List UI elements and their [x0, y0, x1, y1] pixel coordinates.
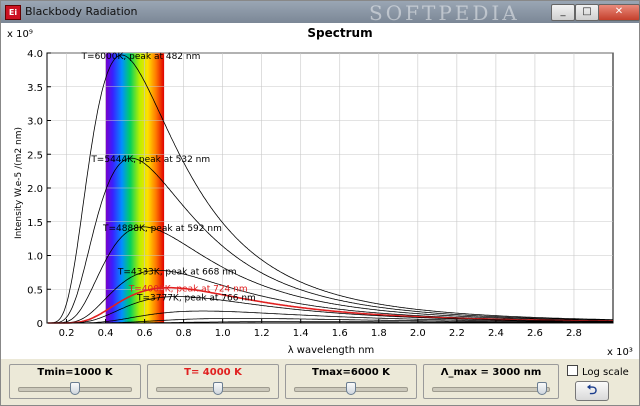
chart-title: Spectrum: [307, 26, 372, 40]
x-tick-label: 0.4: [98, 328, 114, 339]
y-tick-label: 3.5: [27, 83, 43, 94]
checkbox-box[interactable]: [567, 365, 578, 376]
tmin-slider-thumb[interactable]: [70, 382, 80, 395]
close-button[interactable]: ✕: [598, 4, 640, 21]
log-scale-label: Log scale: [582, 367, 629, 378]
tmin-label: Tmin=1000 K: [37, 367, 113, 378]
x-tick-label: 1.0: [215, 328, 231, 339]
x-tick-label: 0.6: [137, 328, 153, 339]
reset-button[interactable]: ⮌: [575, 381, 609, 401]
lambda-max-slider-track[interactable]: [432, 387, 550, 392]
x-tick-label: 1.2: [254, 328, 270, 339]
tmax-control: Tmax=6000 K: [285, 364, 417, 399]
log-scale-checkbox[interactable]: Log scale: [567, 365, 629, 378]
x-axis-label: λ wavelength nm: [288, 345, 375, 356]
y-tick-label: 0: [37, 319, 43, 330]
x-tick-label: 1.6: [332, 328, 348, 339]
title-bar: Ei Blackbody Radiation SOFTPEDIA _ □ ✕: [1, 1, 640, 25]
x-tick-label: 0.8: [176, 328, 192, 339]
spectrum-curve: [48, 310, 613, 324]
maximize-button[interactable]: □: [575, 4, 599, 21]
y-tick-label: 3.0: [27, 117, 43, 128]
spectrum-curve: [48, 54, 613, 324]
t-label: T= 4000 K: [184, 367, 242, 378]
curve-label: T=5444K, peak at 532 nm: [90, 155, 210, 165]
curve-label: T=4333K, peak at 668 nm: [117, 267, 237, 277]
y-tick-label: 1.0: [27, 252, 43, 263]
window-title: Blackbody Radiation: [25, 5, 138, 18]
t-slider-track[interactable]: [156, 387, 270, 392]
app-icon: Ei: [5, 5, 21, 20]
y-tick-label: 1.5: [27, 218, 43, 229]
curve-label: T=3777K, peak at 766 nm: [136, 294, 256, 304]
spectrum-curve: [48, 296, 613, 324]
tmax-label: Tmax=6000 K: [312, 367, 390, 378]
y-tick-label: 2.5: [27, 150, 43, 161]
lambda-max-label: Λ_max = 3000 nm: [440, 367, 542, 378]
y-tick-label: 4.0: [27, 49, 43, 60]
watermark: SOFTPEDIA: [369, 1, 520, 25]
spectrum-plot: 0.2 0.4 0.6 0.8 1.0 1.2 1.4 1.6 1.8 2.0 2.2 2.4 2.6 2…: [1, 23, 639, 359]
x-tick-label: 1.4: [293, 328, 309, 339]
spectrum-chart: 0.2 0.4 0.6 0.8 1.0 1.2 1.4 1.6 1.8 2.0 2.2 2.4 2.6 2…: [7, 26, 633, 358]
y-tick-label: 2.0: [27, 184, 43, 195]
x-tick-label: 1.8: [371, 328, 387, 339]
curve-label: T=4000K, peak at 724 nm: [128, 285, 248, 295]
lambda-max-control: Λ_max = 3000 nm: [423, 364, 559, 399]
lambda-max-slider-thumb[interactable]: [536, 382, 547, 395]
control-panel: Tmin=1000 K T= 4000 K Tmax=6000 K Λ_max …: [1, 359, 639, 405]
x-tick-label: 0.2: [59, 328, 75, 339]
curve-label: T=6000K, peak at 482 nm: [81, 52, 201, 62]
tmin-control: Tmin=1000 K: [9, 364, 141, 399]
reset-arrow-icon: ⮌: [586, 383, 598, 398]
y-tick-label: 0.5: [27, 285, 43, 296]
t-slider-thumb[interactable]: [213, 382, 224, 395]
x-tick-label: 2.8: [566, 328, 582, 339]
x-tick-label: 2.0: [410, 328, 426, 339]
spectrum-curve: [48, 226, 613, 324]
x-tick-label: 2.2: [449, 328, 465, 339]
minimize-button[interactable]: _: [551, 4, 575, 21]
x-multiplier: x 10³: [607, 347, 633, 358]
y-axis-label: Intensity W.e-5 /(m2 nm): [14, 127, 24, 239]
spectrum-curve: [48, 318, 613, 324]
x-tick-label: 2.6: [527, 328, 543, 339]
tmax-slider-thumb[interactable]: [346, 382, 356, 395]
y-multiplier: x 10⁹: [7, 29, 33, 40]
spectrum-curve: [48, 157, 613, 324]
x-tick-label: 2.4: [488, 328, 504, 339]
t-control: T= 4000 K: [147, 364, 279, 399]
curve-label: T=4888K, peak at 592 nm: [102, 224, 222, 234]
